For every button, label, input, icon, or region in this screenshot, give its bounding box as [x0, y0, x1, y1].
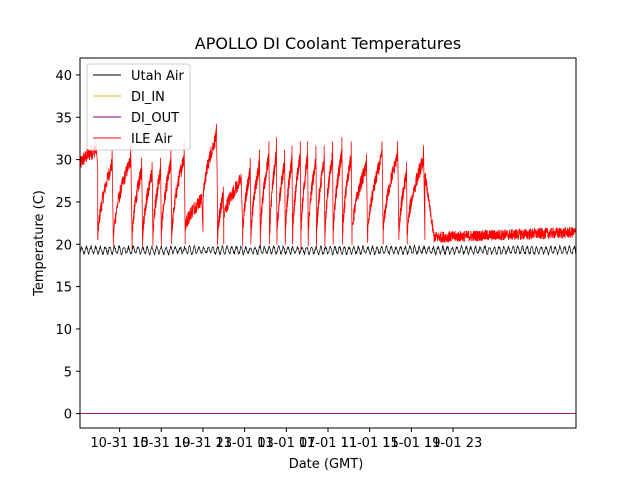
x-tick-label: 11-01 15 [340, 436, 398, 451]
legend: Utah Air DI_IN DI_OUT ILE Air [86, 63, 191, 151]
x-tick-label: 10-31 19 [132, 436, 190, 451]
x-axis-label: Date (GMT) [289, 457, 364, 472]
y-tick-label: 20 [55, 238, 72, 253]
legend-label: Utah Air [131, 69, 184, 84]
x-tick-label: 11-01 07 [257, 436, 315, 451]
y-tick-label: 25 [55, 196, 72, 211]
y-tick-label: 30 [55, 154, 72, 169]
y-tick-label: 0 [64, 408, 72, 423]
chart-title: APOLLO DI Coolant Temperatures [195, 34, 461, 53]
y-tick-label: 15 [55, 281, 72, 296]
series-ile-air-line [80, 123, 576, 251]
y-axis-label: Temperature (C) [32, 190, 47, 297]
x-tick-label: 11-01 03 [215, 436, 273, 451]
x-tick-label: 11-01 11 [299, 436, 357, 451]
y-tick-label: 40 [55, 69, 72, 84]
x-tick-label: 11-01 19 [382, 436, 440, 451]
legend-label: DI_IN [131, 90, 165, 105]
x-tick-label: 10-31 15 [90, 436, 148, 451]
legend-label: DI_OUT [131, 111, 179, 126]
series-layer [80, 123, 576, 415]
y-tick-label: 10 [55, 323, 72, 338]
y-tick-label: 35 [55, 111, 72, 126]
legend-label: ILE Air [131, 132, 173, 147]
x-tick-label: 11-01 23 [424, 436, 482, 451]
series-utah-air-line [80, 244, 576, 257]
x-tick-label: 10-31 23 [174, 436, 232, 451]
y-tick-label: 5 [64, 365, 72, 380]
legend-box [86, 63, 191, 151]
